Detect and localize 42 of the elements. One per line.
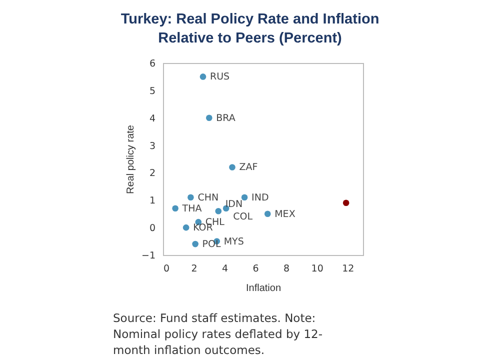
point	[215, 208, 222, 214]
y-tick-label: 3	[149, 140, 156, 152]
annotation: THA	[181, 203, 202, 214]
point	[188, 194, 194, 201]
point	[172, 205, 178, 212]
point	[342, 200, 350, 206]
point	[241, 194, 248, 201]
annotation: MEX	[274, 208, 296, 220]
x-tick-label: 12	[342, 264, 354, 274]
annotation: BRA	[216, 112, 236, 124]
y-tick-label: 2	[149, 168, 156, 180]
annotation: KOR	[193, 222, 214, 234]
point	[182, 224, 190, 231]
x-tick-label: 10	[311, 264, 324, 274]
annotation: IND	[252, 192, 269, 204]
x-tick-label: 4	[222, 264, 228, 274]
point	[206, 114, 212, 122]
chart-title: Turkey: Real Policy Rate and Inflation Relative to Peers (Percent)	[120, 12, 380, 46]
y-tick-label: 6	[149, 58, 156, 70]
x-tick-label: 2	[191, 264, 198, 274]
annotation: POL	[202, 239, 222, 250]
annotation: RUS	[210, 72, 230, 83]
y-tick-label: 0	[149, 223, 156, 234]
y-tick-label: −1	[141, 250, 156, 262]
x-tick-label: 8	[284, 264, 290, 274]
annotation: COL	[233, 211, 254, 222]
annotation: CHN	[198, 192, 219, 204]
point	[264, 210, 271, 218]
point	[229, 164, 236, 170]
point	[200, 74, 206, 80]
y-axis-title: Real policy rate	[125, 124, 136, 194]
y-tick-label: 4	[149, 113, 156, 124]
source-note: Source: Fund staff estimates. Note: Nominal policy rates deflated by 12-month inflation outcomes.	[113, 310, 324, 358]
annotation: ZAF	[239, 162, 258, 174]
annotation: MYS	[224, 236, 244, 248]
y-tick-label: 5	[149, 86, 156, 97]
x-tick-label: 6	[252, 264, 259, 274]
x-axis-title: Inflation	[246, 283, 282, 294]
annotation: IDN	[225, 199, 243, 210]
x-tick-label: 0	[164, 264, 170, 274]
y-tick-label: 1	[149, 196, 156, 207]
point	[192, 240, 198, 248]
